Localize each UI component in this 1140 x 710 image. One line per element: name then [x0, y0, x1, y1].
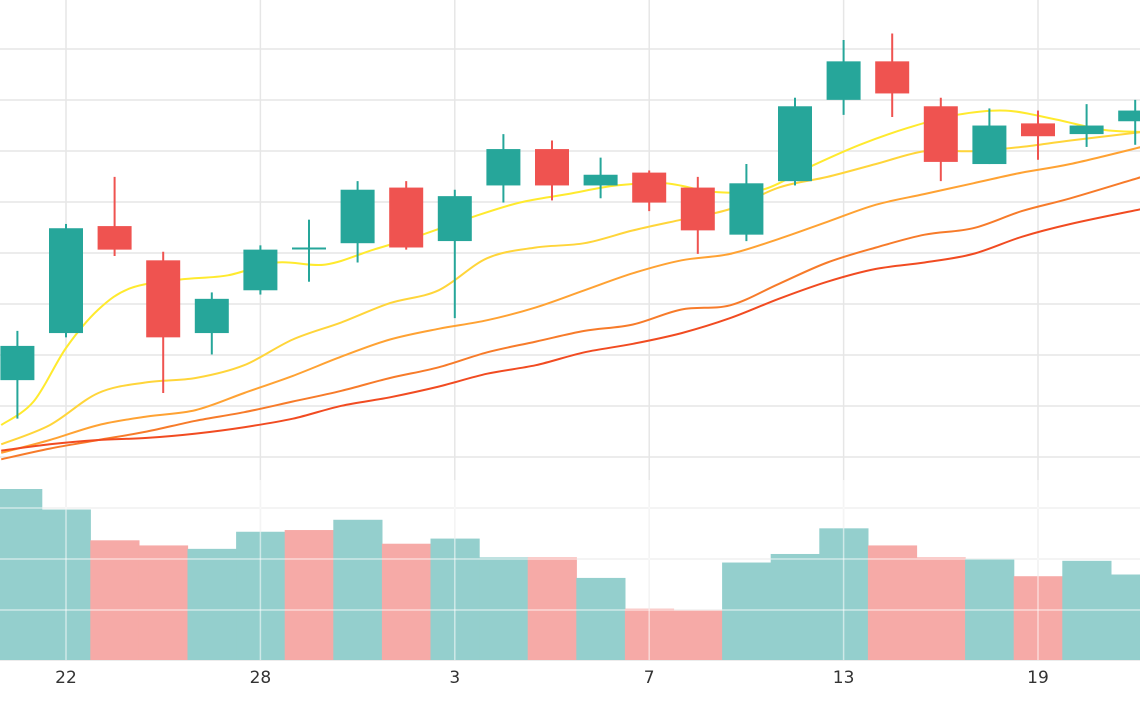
candle-body [292, 247, 326, 250]
candle [97, 176, 132, 257]
volume-bar [1110, 574, 1140, 660]
candle-body [875, 61, 910, 94]
candle [1118, 99, 1140, 145]
candle [535, 140, 569, 201]
moving-average-line [1, 208, 1140, 452]
volume-bar [333, 519, 383, 660]
candle-body [0, 345, 35, 381]
x-tick-label: 13 [833, 668, 855, 688]
candle-body [437, 196, 472, 242]
candle-body [97, 226, 132, 250]
candle [826, 39, 861, 115]
volume-bar [867, 545, 918, 660]
candle-body [583, 174, 618, 186]
candle-body [680, 187, 715, 231]
volume-bar [284, 530, 334, 660]
volume-bar [916, 557, 966, 660]
candle [340, 181, 375, 263]
x-tick-label: 3 [449, 668, 460, 688]
candle-body [1069, 125, 1104, 135]
candle [194, 292, 229, 355]
x-tick-label: 19 [1027, 668, 1049, 688]
candle [389, 181, 424, 250]
candle-body [632, 172, 667, 203]
candle-body [729, 183, 764, 235]
candle-body [243, 249, 278, 291]
candle [632, 170, 667, 212]
candle-body [49, 228, 83, 334]
candle [680, 176, 715, 254]
candle-body [194, 298, 229, 334]
volume-layer [0, 480, 1140, 660]
moving-average-line [0, 146, 1140, 454]
volume-bar [770, 553, 820, 660]
x-axis-tick-labels: 22 28 3 7 13 19 [55, 668, 1049, 688]
moving-average-line [0, 176, 1140, 461]
candle-body [486, 149, 521, 186]
candle [583, 157, 618, 199]
candle [923, 97, 958, 182]
volume-bar [527, 557, 577, 660]
candle [292, 219, 326, 282]
candle-layer [0, 33, 1140, 419]
candle-body [535, 149, 569, 186]
x-tick-label: 28 [250, 668, 272, 688]
candle [243, 245, 278, 295]
volume-bar [722, 562, 772, 660]
candle-body [778, 106, 812, 182]
candle-body [340, 189, 375, 244]
candle [1069, 104, 1104, 147]
volume-bar [187, 548, 237, 660]
candle [49, 223, 83, 338]
candle-body [389, 187, 424, 248]
x-tick-label: 22 [55, 668, 77, 688]
candle [972, 108, 1007, 165]
candle-body [146, 260, 181, 338]
candle-body [923, 106, 958, 162]
candle [0, 330, 35, 419]
volume-bar [673, 610, 723, 660]
candle [875, 33, 910, 117]
volume-bar [0, 489, 43, 660]
candle-body [826, 61, 861, 100]
volume-bar [479, 557, 529, 660]
candle [729, 164, 764, 242]
candle [1021, 110, 1055, 160]
volume-bar [138, 545, 189, 660]
candle [437, 189, 472, 319]
volume-bar [381, 543, 432, 660]
volume-bar [576, 577, 626, 660]
candle-body [1118, 110, 1140, 122]
candle [146, 251, 181, 393]
x-tick-label: 7 [644, 668, 655, 688]
candle [778, 97, 812, 186]
candle-body [972, 125, 1007, 165]
volume-bar [90, 540, 140, 660]
candle [486, 134, 521, 203]
candle-body [1021, 123, 1055, 137]
